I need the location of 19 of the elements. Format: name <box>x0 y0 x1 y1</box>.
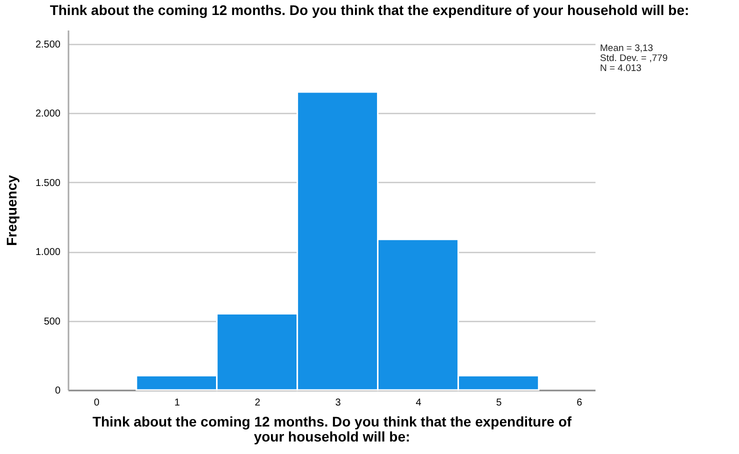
x-tick-label: 4 <box>416 398 422 408</box>
y-tick-label: 500 <box>44 316 61 328</box>
x-tick-label: 3 <box>335 398 342 408</box>
x-tick-label: 5 <box>496 398 502 408</box>
x-tick-label: 0 <box>94 398 100 408</box>
x-tick-label: 6 <box>576 398 583 408</box>
y-tick-label: 0 <box>54 386 61 396</box>
y-axis-title: Frequency <box>3 174 20 246</box>
text: Std. Dev. = ,779 <box>600 53 668 64</box>
y-tick-label: 2.000 <box>35 108 61 120</box>
y-tick-label: 1.000 <box>35 247 61 258</box>
y-tick-label: 2.500 <box>35 39 61 50</box>
text: Mean = 3,13 <box>600 43 654 54</box>
x-tick-label: 2 <box>254 398 261 408</box>
text: N = 4.013 <box>600 63 642 74</box>
x-tick-label: 1 <box>174 398 180 408</box>
x-axis-title: Think about the coming 12 months. Do you think that the expenditure of your household will be: <box>92 414 572 444</box>
y-tick-label: 1.500 <box>35 178 61 189</box>
chart-title: Think about the coming 12 months. Do you think that the expenditure of your household will be: <box>50 2 690 18</box>
